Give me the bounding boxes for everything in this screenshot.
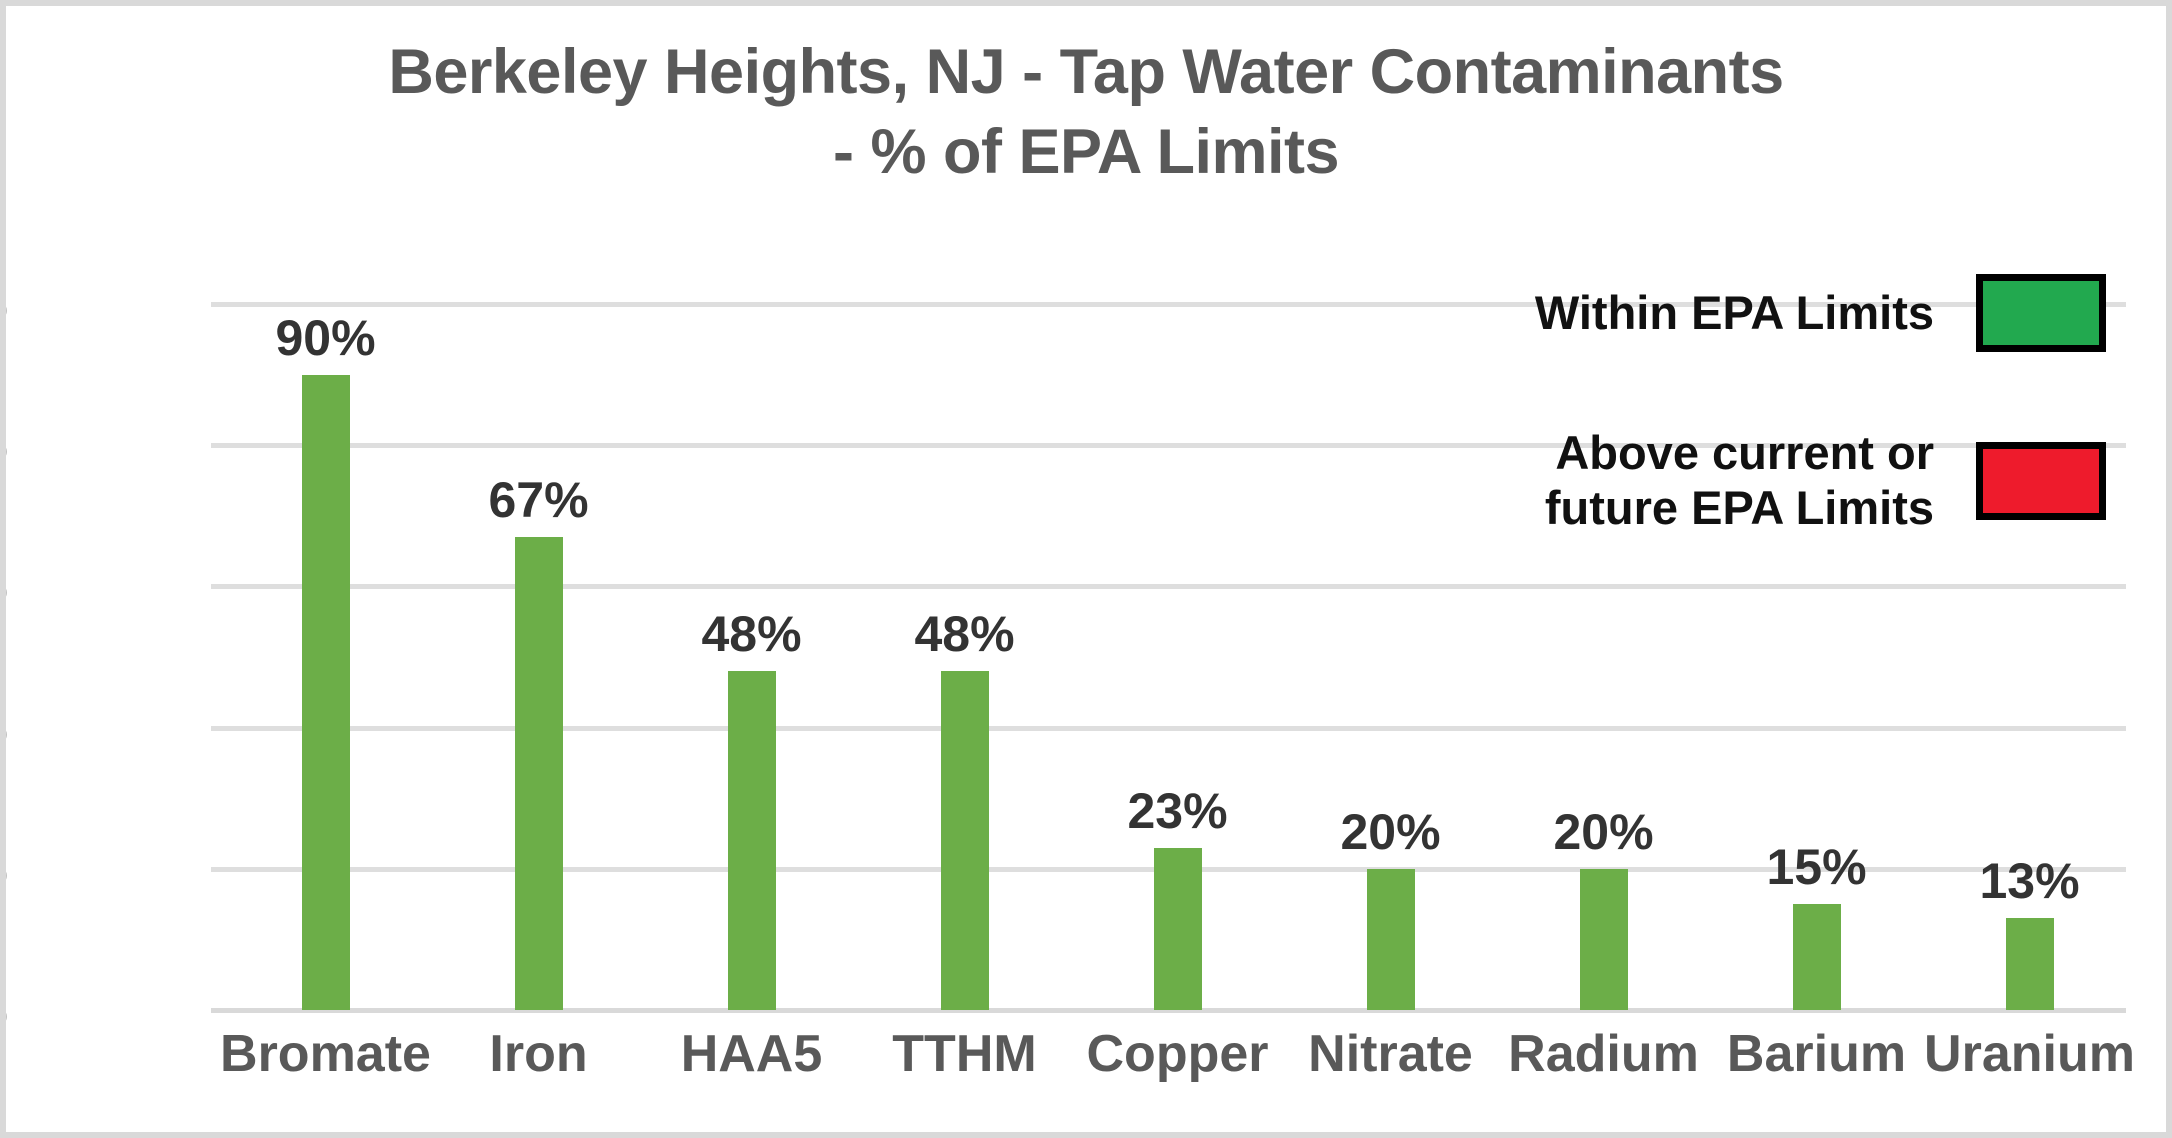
bar-slot: 90% xyxy=(219,304,432,1010)
bar-value-label: 15% xyxy=(1766,839,1867,896)
plot-area: 90% 67% 48% 48% 23% 20% 20% 15% 13% xyxy=(211,302,2126,1013)
y-axis-tick-label: 60% xyxy=(6,563,8,610)
legend-item-label: Within EPA Limits xyxy=(1534,285,1934,339)
x-axis-tick-label: HAA5 xyxy=(680,1025,823,1083)
y-axis-tick-label: 100% xyxy=(6,281,8,328)
bar[interactable]: 20% xyxy=(1340,807,1441,1010)
bar-value-label: 67% xyxy=(488,471,589,528)
bar-slot: 13% xyxy=(1923,304,2136,1010)
bar[interactable]: 23% xyxy=(1127,786,1228,1010)
bar-slot: 67% xyxy=(432,304,645,1010)
bar-slot: 15% xyxy=(1710,304,1923,1010)
x-axis-tick-label: Nitrate xyxy=(1308,1025,1473,1083)
x-axis-tick-label: TTHM xyxy=(892,1025,1037,1083)
chart-title: Berkeley Heights, NJ - Tap Water Contami… xyxy=(388,37,1784,187)
bar-value-label: 23% xyxy=(1127,782,1228,839)
x-axis-tick-label: Copper xyxy=(1086,1025,1269,1083)
legend-color-swatch xyxy=(1976,441,2106,520)
bar[interactable]: 90% xyxy=(275,313,376,1010)
bar[interactable]: 15% xyxy=(1766,842,1867,1010)
bar[interactable]: 48% xyxy=(914,609,1015,1010)
bar-slot: 48% xyxy=(645,304,858,1010)
legend-item[interactable]: Above current or future EPA Limits xyxy=(1426,426,2106,535)
x-axis-tick-label: Uranium xyxy=(1924,1025,2135,1083)
x-axis-tick-label: Barium xyxy=(1726,1025,1907,1083)
axis-baseline xyxy=(211,1008,2126,1013)
bar-slot: 23% xyxy=(1071,304,1284,1010)
y-axis-tick-label: 0% xyxy=(6,987,8,1034)
x-axis-tick-label: Radium xyxy=(1508,1025,1699,1083)
legend-item-label: Above current or future EPA Limits xyxy=(1544,426,1934,534)
gridline xyxy=(211,725,2126,731)
bar[interactable]: 67% xyxy=(488,475,589,1010)
bar-slot: 20% xyxy=(1284,304,1497,1010)
y-axis-tick-label: 40% xyxy=(6,704,8,751)
bar-value-label: 90% xyxy=(275,309,376,366)
bar-value-label: 48% xyxy=(914,606,1015,663)
bar-value-label: 20% xyxy=(1553,803,1654,860)
gridline xyxy=(211,302,2126,307)
bar[interactable]: 13% xyxy=(1979,856,2080,1010)
bar-value-label: 13% xyxy=(1979,853,2080,910)
x-axis-tick-label: Iron xyxy=(489,1025,588,1083)
y-axis-tick-label: 20% xyxy=(6,845,8,892)
legend-item[interactable]: Within EPA Limits xyxy=(1426,274,2106,352)
bar[interactable]: 48% xyxy=(701,609,802,1010)
bar[interactable]: 20% xyxy=(1553,807,1654,1010)
x-axis-tick-label: Bromate xyxy=(220,1025,431,1083)
bar-slot: 48% xyxy=(858,304,1071,1010)
legend-color-swatch xyxy=(1976,274,2106,352)
bar-slot: 20% xyxy=(1497,304,1710,1010)
gridline xyxy=(211,443,2126,449)
bar-value-label: 48% xyxy=(701,606,802,663)
bar-value-label: 20% xyxy=(1340,803,1441,860)
y-axis-tick-label: 80% xyxy=(6,422,8,469)
gridline xyxy=(211,584,2126,590)
